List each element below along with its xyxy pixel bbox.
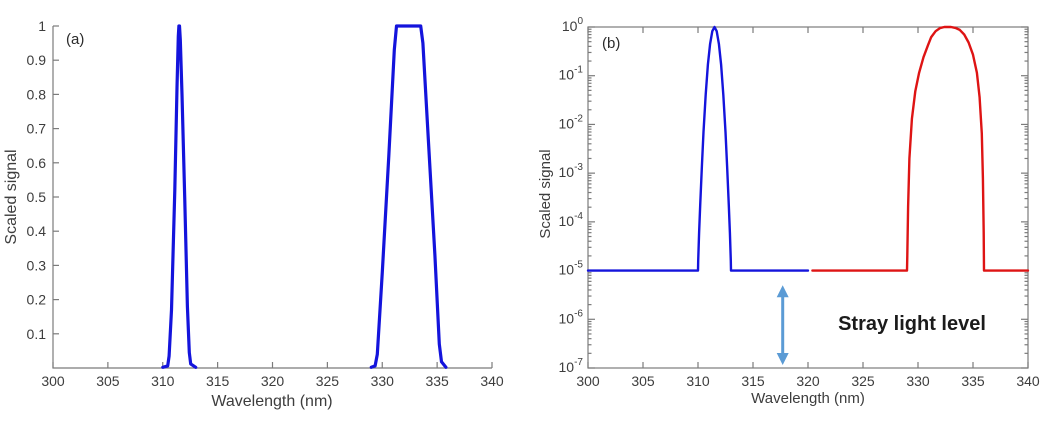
x-tick-label: 330 bbox=[906, 373, 930, 389]
x-axis-title-a: Wavelength (nm) bbox=[211, 393, 332, 410]
y-tick-label: 0.6 bbox=[27, 155, 47, 171]
x-tick-label: 320 bbox=[261, 373, 285, 389]
y-tick-label: 0.2 bbox=[27, 292, 47, 308]
x-tick-label: 325 bbox=[851, 373, 875, 389]
panel-a: 300 305 310 315 320 325 330 335 340 0.1 0.2 0.3 0.4 0… bbox=[3, 18, 504, 410]
panel-b: 300 305 310 315 320 325 330 335 340 100 10-1 10-2 10… bbox=[528, 0, 1056, 432]
y-tick-label: 0.1 bbox=[27, 326, 47, 342]
x-tick-label: 300 bbox=[576, 373, 600, 389]
x-tick-label: 310 bbox=[151, 373, 175, 389]
x-axis-title-b: Wavelength (nm) bbox=[751, 390, 865, 407]
axes-and-series-a: 300 305 310 315 320 325 330 335 340 0.1 0.2 0.3 0.4 0… bbox=[27, 18, 504, 389]
series-band-332nm-log bbox=[811, 25, 1030, 272]
y-tick-label: 0.9 bbox=[27, 52, 47, 68]
series-band-311nm-log bbox=[586, 25, 810, 272]
series-slit-band-311nm bbox=[161, 24, 198, 369]
y-tick-label: 10-4 bbox=[559, 211, 584, 229]
y-tick-label: 10-1 bbox=[559, 65, 584, 83]
y-tick-label: 10-5 bbox=[559, 260, 584, 278]
y-axis-title-a: Scaled signal bbox=[3, 149, 20, 244]
x-tick-label: 315 bbox=[741, 373, 765, 389]
y-axis-title-b: Scaled signal bbox=[537, 149, 554, 238]
x-tick-label: 300 bbox=[41, 373, 65, 389]
y-tick-label: 0.5 bbox=[27, 189, 47, 205]
plot-canvas-b: 300 305 310 315 320 325 330 335 340 100 10-1 10-2 10… bbox=[537, 16, 1040, 407]
arrow-head-up bbox=[776, 285, 789, 298]
y-tick-label: 0.8 bbox=[27, 86, 47, 102]
x-tick-label: 315 bbox=[206, 373, 230, 389]
series-filter-band-332nm bbox=[369, 24, 448, 369]
y-tick-label: 10-6 bbox=[559, 308, 584, 326]
x-tick-label: 330 bbox=[371, 373, 395, 389]
y-tick-label: 10-2 bbox=[559, 113, 584, 131]
x-tick-label: 335 bbox=[425, 373, 449, 389]
x-tick-label: 340 bbox=[480, 373, 504, 389]
panel-tag-a: (a) bbox=[66, 31, 84, 48]
axes-and-series-b: 300 305 310 315 320 325 330 335 340 100 10-1 10-2 10… bbox=[559, 16, 1040, 389]
x-tick-label: 335 bbox=[961, 373, 985, 389]
x-tick-label: 340 bbox=[1016, 373, 1040, 389]
plot-canvas-a: 300 305 310 315 320 325 330 335 340 0.1 0.2 0.3 0.4 0… bbox=[3, 18, 504, 410]
x-tick-label: 305 bbox=[96, 373, 120, 389]
y-tick-label: 0.7 bbox=[27, 121, 47, 137]
y-tick-label: 0.4 bbox=[27, 223, 47, 239]
x-tick-label: 325 bbox=[316, 373, 340, 389]
x-tick-label: 320 bbox=[796, 373, 820, 389]
panel-tag-b: (b) bbox=[602, 35, 620, 52]
y-tick-label: 10-3 bbox=[559, 162, 584, 180]
stray-light-arrow-icon bbox=[776, 285, 789, 366]
x-tick-label: 305 bbox=[631, 373, 655, 389]
arrow-head-down bbox=[776, 353, 789, 366]
stray-light-label: Stray light level bbox=[838, 313, 986, 335]
y-tick-label: 1 bbox=[38, 18, 46, 34]
x-tick-label: 310 bbox=[686, 373, 710, 389]
y-tick-label: 100 bbox=[562, 16, 584, 34]
y-tick-label: 0.3 bbox=[27, 257, 47, 273]
